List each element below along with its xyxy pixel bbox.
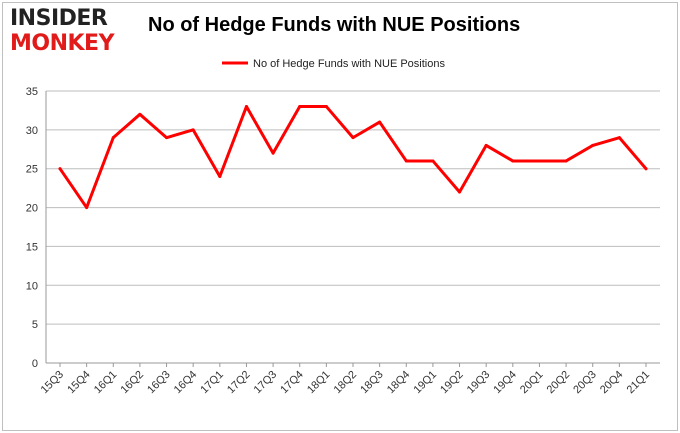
data-point xyxy=(191,128,195,132)
data-point xyxy=(298,105,302,109)
x-tick-label: 20Q2 xyxy=(545,369,573,397)
x-tick-labels: 15Q3 15Q4 16Q1 16Q2 16Q3 16Q4 17Q1 17Q2 17Q3 17Q4… xyxy=(39,369,653,397)
data-point xyxy=(165,136,169,140)
y-tick-label: 10 xyxy=(26,280,38,292)
data-point xyxy=(324,105,328,109)
data-point xyxy=(537,159,541,163)
x-tick-label: 20Q4 xyxy=(598,369,626,397)
series-line-nue-positions xyxy=(58,105,648,210)
gridlines xyxy=(46,90,660,364)
logo-line-2: MONKEY xyxy=(10,31,115,56)
y-tick-label: 25 xyxy=(26,164,38,176)
x-tick-label: 18Q3 xyxy=(358,369,386,397)
x-tick-label: 17Q1 xyxy=(198,369,226,397)
x-tick-label: 16Q1 xyxy=(92,369,120,397)
data-point xyxy=(511,159,515,163)
data-point xyxy=(244,105,248,109)
data-point xyxy=(591,143,595,147)
data-point xyxy=(351,136,355,140)
logo-line-1: INSIDER xyxy=(10,6,108,31)
data-point xyxy=(404,159,408,163)
x-tick-label: 15Q4 xyxy=(65,369,93,397)
x-tick-label: 20Q3 xyxy=(571,369,599,397)
x-tick-label: 19Q1 xyxy=(412,369,440,397)
data-point xyxy=(85,206,89,210)
data-point xyxy=(484,143,488,147)
x-tick-label: 19Q4 xyxy=(491,369,519,397)
x-tick-label: 16Q3 xyxy=(145,369,173,397)
data-point xyxy=(617,136,621,140)
legend: No of Hedge Funds with NUE Positions xyxy=(222,58,445,70)
x-tick-label: 16Q4 xyxy=(172,369,200,397)
axes xyxy=(45,91,660,367)
y-tick-labels: 0 5 10 15 20 25 30 35 xyxy=(26,86,38,370)
data-point xyxy=(378,120,382,124)
x-tick-label: 16Q2 xyxy=(119,369,147,397)
x-tick-label: 18Q2 xyxy=(332,369,360,397)
x-tick-label: 18Q4 xyxy=(385,369,413,397)
x-tick-label: 20Q1 xyxy=(518,369,546,397)
data-point xyxy=(218,174,222,178)
x-tick-label: 21Q1 xyxy=(625,369,653,397)
y-tick-label: 15 xyxy=(26,241,38,253)
y-tick-label: 0 xyxy=(32,358,38,370)
data-point xyxy=(564,159,568,163)
data-point xyxy=(644,167,648,171)
series-group xyxy=(58,105,648,210)
x-tick-label: 18Q1 xyxy=(305,369,333,397)
x-tick-label: 17Q4 xyxy=(278,369,306,397)
x-tick-label: 19Q2 xyxy=(438,369,466,397)
data-point xyxy=(458,190,462,194)
insider-monkey-logo: INSIDER MONKEY xyxy=(10,6,132,58)
data-point xyxy=(138,112,142,116)
y-tick-label: 5 xyxy=(32,319,38,331)
y-tick-label: 30 xyxy=(26,125,38,137)
data-point xyxy=(271,151,275,155)
data-point xyxy=(431,159,435,163)
data-point xyxy=(58,167,62,171)
chart-title: No of Hedge Funds with NUE Positions xyxy=(148,14,521,36)
x-tick-label: 19Q3 xyxy=(465,369,493,397)
x-tick-label: 17Q2 xyxy=(225,369,253,397)
y-tick-label: 35 xyxy=(26,86,38,98)
data-point xyxy=(111,136,115,140)
legend-label: No of Hedge Funds with NUE Positions xyxy=(253,58,445,70)
x-tick-label: 17Q3 xyxy=(252,369,280,397)
x-tick-label: 15Q3 xyxy=(39,369,67,397)
y-tick-label: 20 xyxy=(26,203,38,215)
